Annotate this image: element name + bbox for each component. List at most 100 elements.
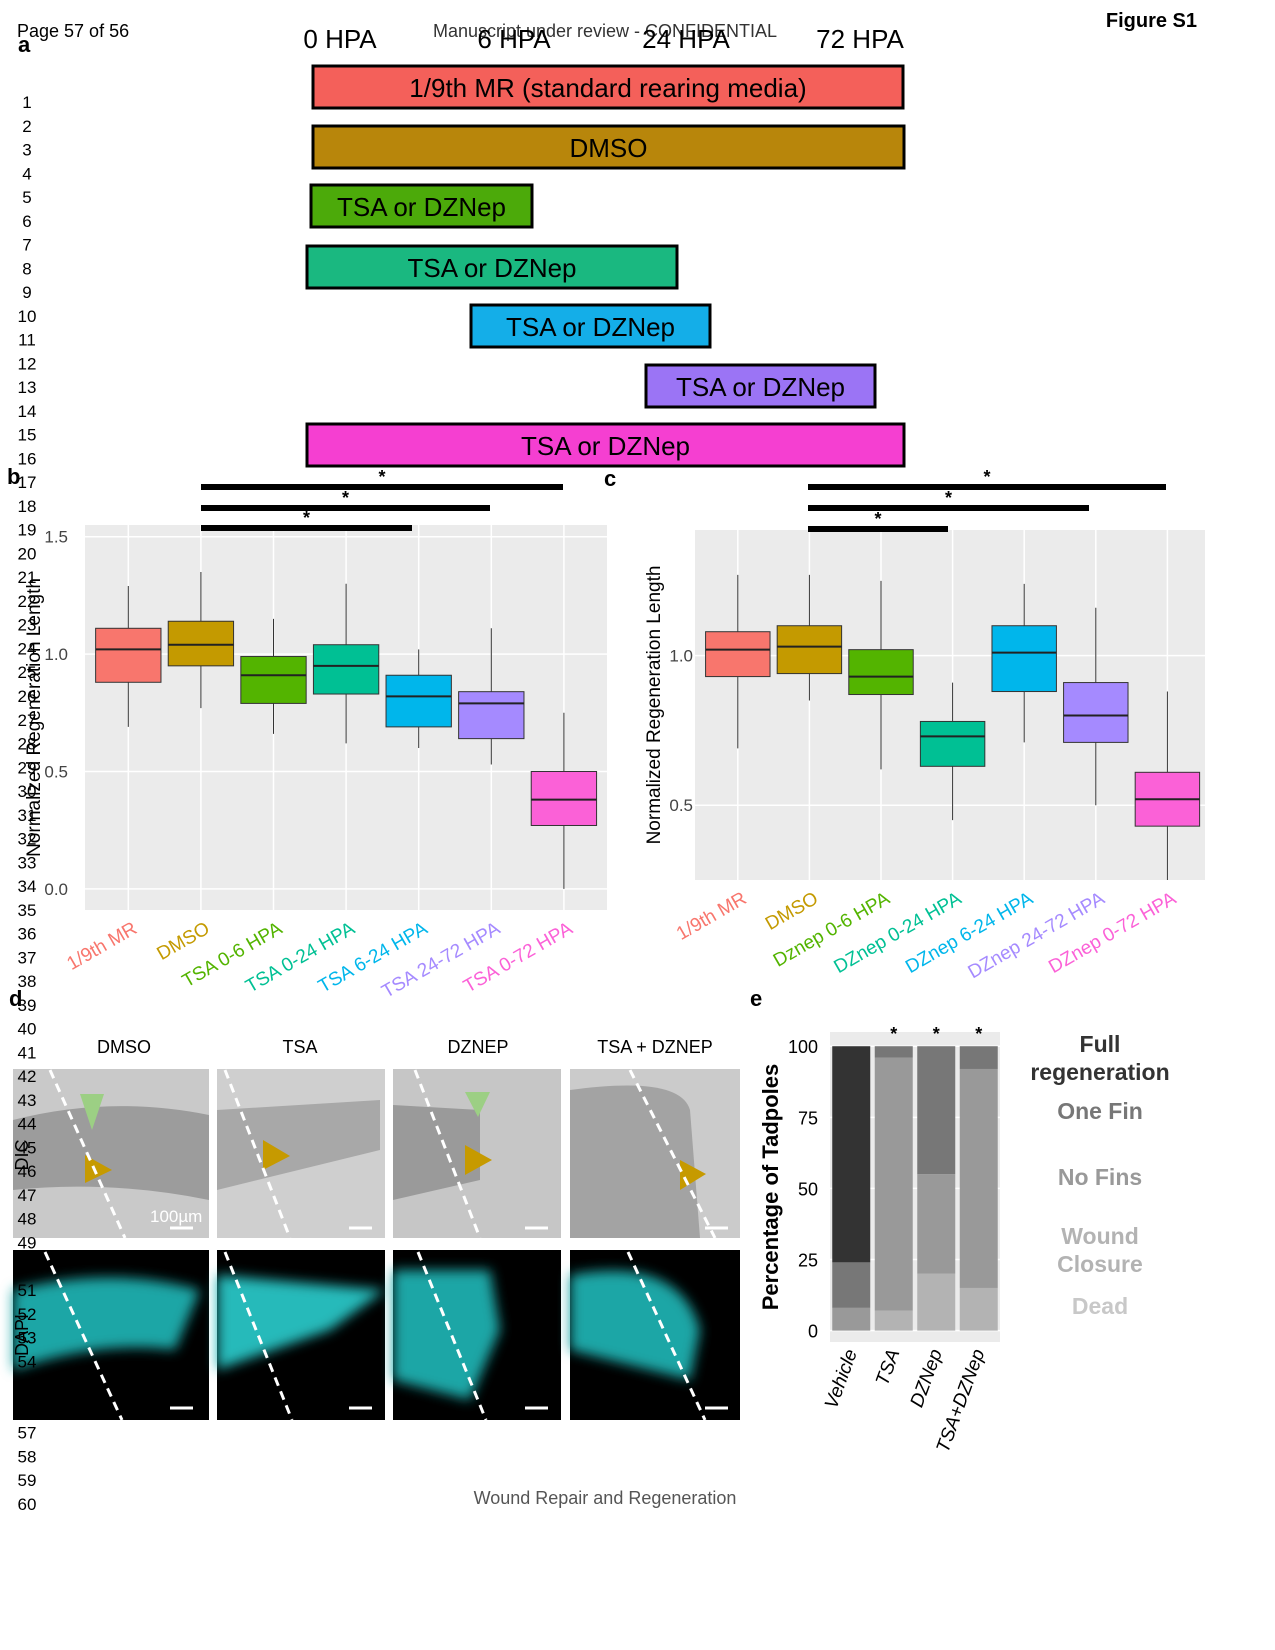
line-number: 57: [18, 1424, 37, 1443]
line-number: 42: [18, 1067, 37, 1086]
arrowhead: [263, 1140, 290, 1170]
scale-label: 100µm: [150, 1207, 202, 1226]
legend-entry: Full regeneration: [1030, 1031, 1170, 1085]
dapi-signal: [217, 1275, 385, 1370]
line-number: 14: [18, 402, 37, 421]
figure-label: Figure S1: [1106, 10, 1197, 32]
column-label: DMSO: [97, 1037, 151, 1057]
line-number: 27: [18, 711, 37, 730]
significance-star: *: [933, 1024, 940, 1044]
line-number: 20: [18, 544, 37, 563]
line-number: 13: [18, 378, 37, 397]
box: [240, 655, 307, 704]
line-number: 49: [18, 1233, 37, 1252]
significance-star: *: [975, 1024, 982, 1044]
box: [385, 674, 452, 728]
box: [991, 625, 1057, 693]
box: [1063, 682, 1129, 743]
treatment-label: TSA or DZNep: [676, 372, 845, 402]
line-number: 58: [18, 1447, 37, 1466]
significance-star: *: [890, 1024, 897, 1044]
bar-segment: [959, 1068, 998, 1288]
footer: Wound Repair and Regeneration: [474, 1488, 737, 1508]
tissue: [393, 1105, 480, 1200]
line-number: 9: [22, 283, 31, 302]
line-number: 5: [22, 188, 31, 207]
line-number: 21: [18, 568, 37, 587]
line-number: 22: [18, 592, 37, 611]
line-number: 41: [18, 1043, 37, 1062]
box: [458, 691, 525, 740]
treatment-bar: [305, 422, 906, 468]
treatment-bar: [311, 124, 906, 170]
line-number: 12: [18, 354, 37, 373]
line-number: 40: [18, 1020, 37, 1039]
panel-letter: d: [9, 986, 22, 1011]
box: [919, 720, 986, 767]
line-number: 54: [18, 1352, 37, 1371]
line-number: 18: [18, 497, 37, 516]
line-number: 28: [18, 735, 37, 754]
bar-segment: [917, 1273, 956, 1331]
y-tick-label: 50: [798, 1179, 818, 1199]
tissue: [570, 1085, 700, 1238]
panel-letter: b: [7, 464, 20, 489]
x-tick-label: Vehicle: [821, 1347, 862, 1412]
bar-segment: [917, 1174, 956, 1274]
line-number: 2: [22, 117, 31, 136]
tissue: [217, 1100, 380, 1190]
line-number: 8: [22, 259, 31, 278]
y-tick-label: 1.5: [44, 528, 68, 547]
line-number: 15: [18, 426, 37, 445]
line-number: 46: [18, 1162, 37, 1181]
bar-segment: [874, 1310, 913, 1331]
line-number: 31: [18, 806, 37, 825]
line-number: 11: [18, 331, 36, 350]
column-label: TSA + DZNEP: [597, 1037, 713, 1057]
treatment-bar: [644, 363, 877, 409]
line-number: 52: [18, 1305, 37, 1324]
x-tick-label: DZnep 0-24 HPA: [831, 888, 966, 978]
dapi-signal: [570, 1270, 700, 1380]
bar-segment: [832, 1307, 871, 1331]
y-tick-label: 1.0: [669, 647, 693, 666]
treatment-label: TSA or DZNep: [506, 312, 675, 342]
line-number: 44: [18, 1115, 37, 1134]
column-label: DZNEP: [447, 1037, 508, 1057]
line-number: 48: [18, 1210, 37, 1229]
page-number: Page 57 of 56: [17, 21, 129, 41]
line-number: 56: [18, 1400, 37, 1419]
box: [167, 620, 235, 667]
dapi-signal: [393, 1270, 500, 1400]
legend-entry: Dead: [1071, 1293, 1129, 1319]
arrowhead: [85, 1155, 112, 1183]
treatment-label: DMSO: [570, 133, 648, 163]
micrographs: 100µm: [13, 1069, 740, 1421]
line-number: 1: [22, 93, 31, 112]
arrowhead: [80, 1094, 104, 1130]
box: [776, 625, 843, 675]
line-number: 3: [22, 141, 31, 160]
line-number: 6: [22, 212, 31, 231]
line-number: 38: [18, 972, 37, 991]
line-number: 51: [18, 1281, 37, 1300]
bar-segment: [917, 1046, 956, 1175]
timepoint: 72 HPA: [816, 24, 904, 54]
timepoint: 24 HPA: [642, 24, 730, 54]
line-number: 39: [18, 996, 37, 1015]
line-number: 59: [18, 1471, 37, 1490]
box: [705, 631, 771, 678]
bar-segment: [832, 1262, 871, 1308]
treatment-label: TSA or DZNep: [521, 431, 690, 461]
tissue: [13, 1106, 209, 1200]
x-tick-label: TSA: [872, 1347, 904, 1389]
line-number: 37: [18, 948, 37, 967]
column-label: TSA: [282, 1037, 317, 1057]
x-tick-label: DZnep 0-72 HPA: [1045, 888, 1180, 978]
y-tick-label: 0: [808, 1322, 818, 1342]
line-number: 30: [18, 782, 37, 801]
bar-segment: [959, 1287, 998, 1331]
line-number: 50: [18, 1257, 37, 1276]
